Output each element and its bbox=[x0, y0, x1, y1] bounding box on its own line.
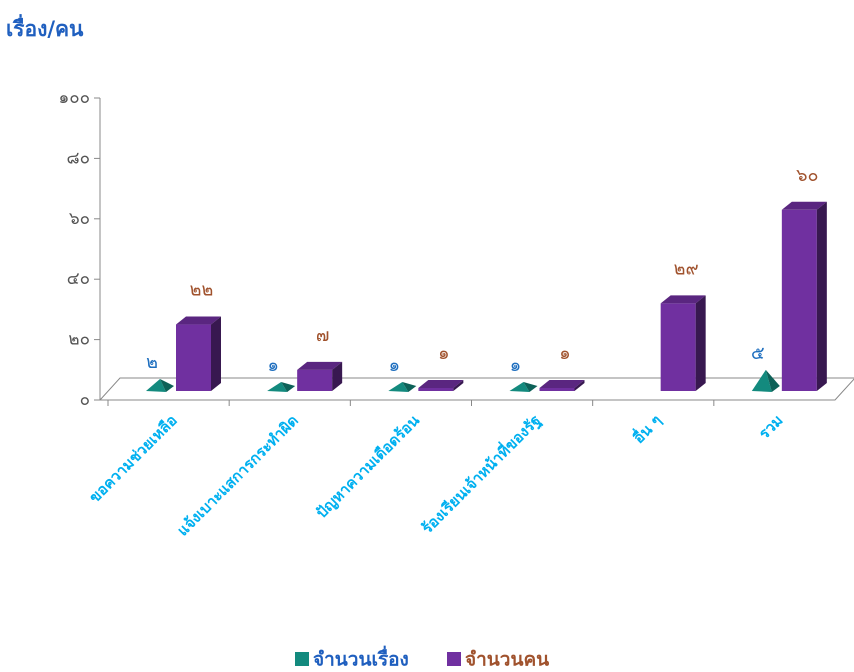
pyramid-face bbox=[146, 378, 166, 392]
value-label: ๑ bbox=[510, 355, 521, 376]
bar-front bbox=[660, 303, 696, 391]
bar-side bbox=[816, 201, 827, 391]
x-tick-label: แจ้งเบาะแสการกระทำผิด bbox=[174, 411, 302, 539]
bar-front bbox=[781, 209, 817, 391]
bar-top bbox=[418, 379, 464, 388]
x-tick-label: ขอความช่วยเหลือ bbox=[85, 411, 180, 506]
value-label: ๒๒ bbox=[190, 280, 214, 301]
pyramid-face bbox=[751, 369, 772, 392]
y-tick-label: ๐ bbox=[80, 390, 90, 410]
y-tick-label: ๒๐ bbox=[68, 330, 90, 350]
x-tick-label: ปัญหาความเดือดร้อน bbox=[312, 411, 423, 522]
y-tick-label: ๘๐ bbox=[67, 148, 91, 168]
x-tick-label: ร้องเรียนเจ้าหน้าที่ของรัฐ bbox=[417, 410, 545, 538]
value-label: ๗ bbox=[316, 325, 330, 346]
bar bbox=[176, 316, 221, 391]
bar-side bbox=[332, 361, 343, 391]
legend-swatch bbox=[447, 652, 461, 666]
bar-front bbox=[418, 387, 454, 391]
value-label: ๑ bbox=[559, 343, 570, 364]
x-tick-label: รวม bbox=[755, 411, 786, 442]
value-label: ๒ bbox=[146, 352, 158, 373]
value-label: ๖๐ bbox=[796, 165, 818, 186]
bar-side bbox=[695, 295, 706, 391]
bar-front bbox=[297, 369, 333, 391]
floor bbox=[98, 377, 854, 401]
bar bbox=[781, 201, 827, 391]
pyramid bbox=[388, 381, 417, 392]
pyramid bbox=[509, 381, 538, 392]
bar-side bbox=[211, 316, 221, 391]
bar bbox=[539, 379, 585, 391]
y-tick-label: ๑๐๐ bbox=[58, 88, 90, 108]
pyramid-face bbox=[509, 381, 530, 392]
bar-front bbox=[176, 324, 211, 391]
pyramid-side bbox=[523, 381, 538, 392]
pyramid bbox=[267, 381, 296, 392]
y-tick-label: ๖๐ bbox=[69, 209, 90, 229]
bar-top bbox=[297, 361, 343, 370]
pyramid bbox=[146, 378, 174, 392]
legend-swatch bbox=[295, 652, 309, 666]
y-tick-label: ๔๐ bbox=[67, 269, 90, 289]
value-label: ๑ bbox=[267, 355, 278, 376]
legend-label: จำนวนคน bbox=[465, 649, 549, 671]
bar-top bbox=[781, 201, 827, 210]
legend-label: จำนวนเรื่อง bbox=[313, 646, 409, 671]
value-label: ๑ bbox=[438, 343, 449, 364]
value-label: ๒๙ bbox=[674, 258, 699, 279]
bar-top bbox=[176, 316, 221, 325]
pyramid-side bbox=[160, 378, 174, 392]
bar bbox=[660, 295, 706, 391]
bar-front bbox=[539, 387, 575, 391]
bar-side bbox=[453, 379, 464, 391]
value-label: ๕ bbox=[751, 343, 765, 364]
pyramid-face bbox=[388, 381, 409, 392]
pyramid-side bbox=[281, 381, 296, 392]
pyramid-face bbox=[267, 381, 288, 392]
pyramid-side bbox=[765, 369, 780, 392]
value-label: ๑ bbox=[389, 355, 400, 376]
bar-side bbox=[574, 379, 585, 391]
bar-top bbox=[660, 295, 706, 304]
x-tick-label: อื่น ๆ bbox=[628, 410, 665, 447]
pyramid-side bbox=[402, 381, 417, 392]
bar bbox=[297, 361, 343, 391]
bar bbox=[418, 379, 464, 391]
chart-title: เรื่อง/คน bbox=[6, 13, 84, 41]
bar-top bbox=[539, 379, 585, 388]
pyramid bbox=[751, 369, 780, 392]
